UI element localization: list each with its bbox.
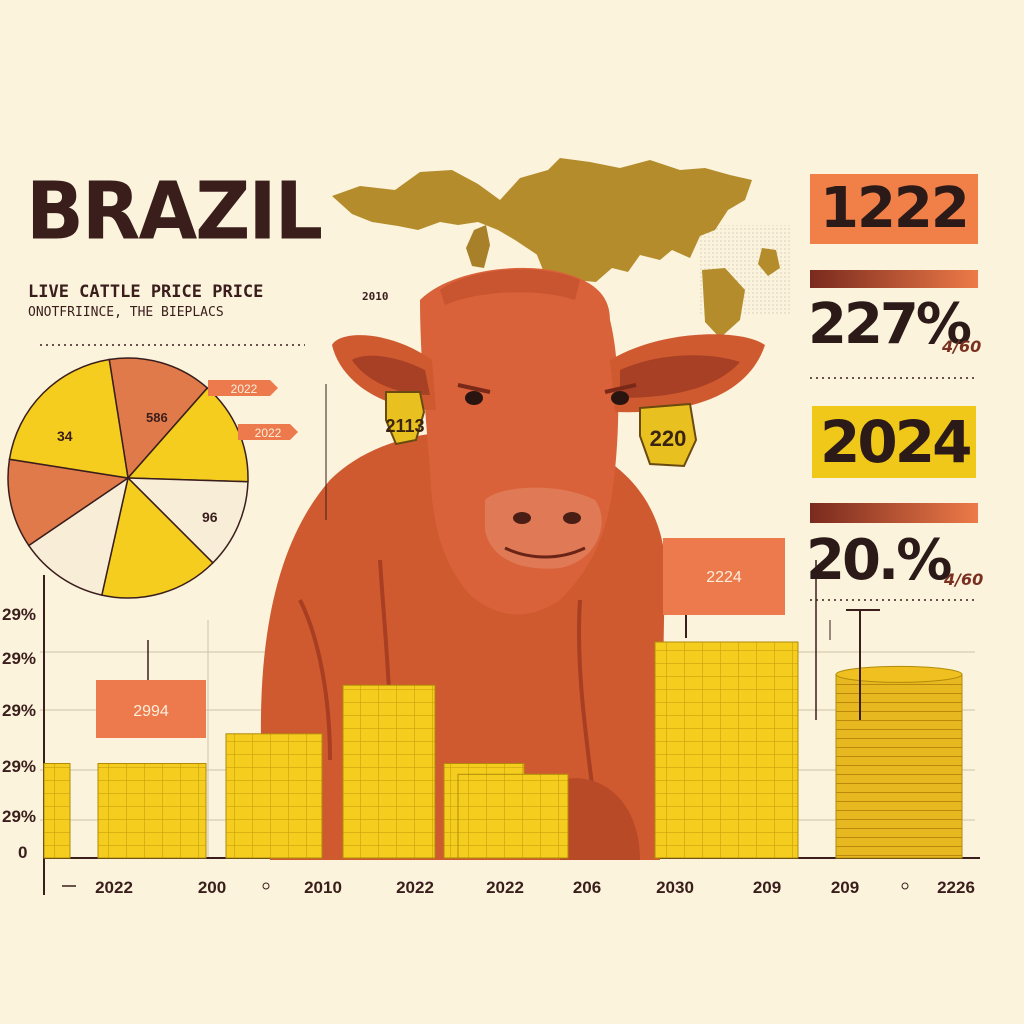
x-tick-4: 2022: [486, 878, 524, 897]
y-tick-3: 29%: [2, 701, 36, 720]
stat-percent-2: 20.%: [806, 528, 952, 593]
callout-2224: [663, 538, 785, 638]
pie-callout-tags: [208, 380, 327, 520]
bar-3: [342, 684, 436, 859]
bar-2: [225, 733, 323, 859]
x-tick-8: 209: [831, 878, 859, 897]
pie-slice-label-34: 34: [57, 428, 73, 444]
pie-slice-3: [100, 476, 214, 599]
x-axis-decorations: [62, 560, 909, 890]
pie-callout-label-2: 2022: [255, 426, 282, 440]
page-title: BRAZIL: [26, 163, 323, 258]
pie-slice-5: [7, 458, 130, 547]
bar-5: [457, 773, 569, 859]
x-tick-9: 2226: [937, 878, 975, 897]
stat-percent-2-small: 4/60: [944, 570, 984, 589]
pie-chart: [7, 357, 249, 599]
stat-percent-1-small: 4/60: [942, 337, 982, 356]
x-tick-2: 2010: [304, 878, 342, 897]
stat-year-box: 2024: [820, 408, 972, 476]
subtitle-line-2: ONOTFRIINCE, THE BIEPLACS: [28, 305, 224, 320]
x-tick-5: 206: [573, 878, 601, 897]
x-tick-6: 2030: [656, 878, 694, 897]
map-year-label: 2010: [362, 290, 389, 303]
stat-bar-1: [810, 270, 978, 288]
pie-slice-6: [8, 358, 129, 479]
pie-slice-label-96: 96: [202, 509, 218, 525]
y-tick-5: 29%: [2, 605, 36, 624]
callout-2994: [96, 640, 206, 738]
dotted-separators: [40, 344, 975, 601]
bar-1: [97, 763, 207, 859]
pie-slice-0: [108, 357, 209, 480]
x-tick-0: 2022: [95, 878, 133, 897]
x-tick-3: 2022: [396, 878, 434, 897]
pie-callout-label-1: 2022: [231, 382, 258, 396]
stat-percent-1: 227%: [808, 292, 972, 357]
y-axis-ticks: 0 29% 29% 29% 29% 29%: [2, 605, 36, 862]
x-tick-7: 209: [753, 878, 781, 897]
bar-7: [835, 673, 963, 859]
bar-top-7: [835, 665, 963, 683]
ear-tag-right: 220: [650, 426, 687, 451]
y-tick-0: 0: [18, 843, 27, 862]
x-tick-1: 200: [198, 878, 226, 897]
stat-top-value: 1222: [820, 176, 970, 241]
callout-label-2994: 2994: [133, 703, 169, 720]
x-axis-ticks: 2022 200 2010 2022 2022 206 2030 209 209…: [95, 878, 975, 897]
pie-slice-4: [27, 476, 130, 597]
pie-slice-2: [126, 477, 249, 564]
stat-bar-2: [810, 503, 978, 523]
ear-tag-left: 2113: [385, 416, 424, 436]
stat-box-2024: [812, 406, 976, 478]
bar-series: [43, 641, 963, 859]
bar-6: [654, 641, 799, 859]
y-tick-4: 29%: [2, 649, 36, 668]
pie-slice-label-586: 586: [146, 410, 168, 425]
y-tick-1: 29%: [2, 807, 36, 826]
subtitle-line-1: LIVE CATTLE PRICE PRICE: [28, 282, 264, 302]
stat-box-1222: [810, 174, 978, 244]
callout-label-2224: 2224: [706, 569, 742, 586]
bar-0: [43, 763, 71, 859]
y-tick-2: 29%: [2, 757, 36, 776]
